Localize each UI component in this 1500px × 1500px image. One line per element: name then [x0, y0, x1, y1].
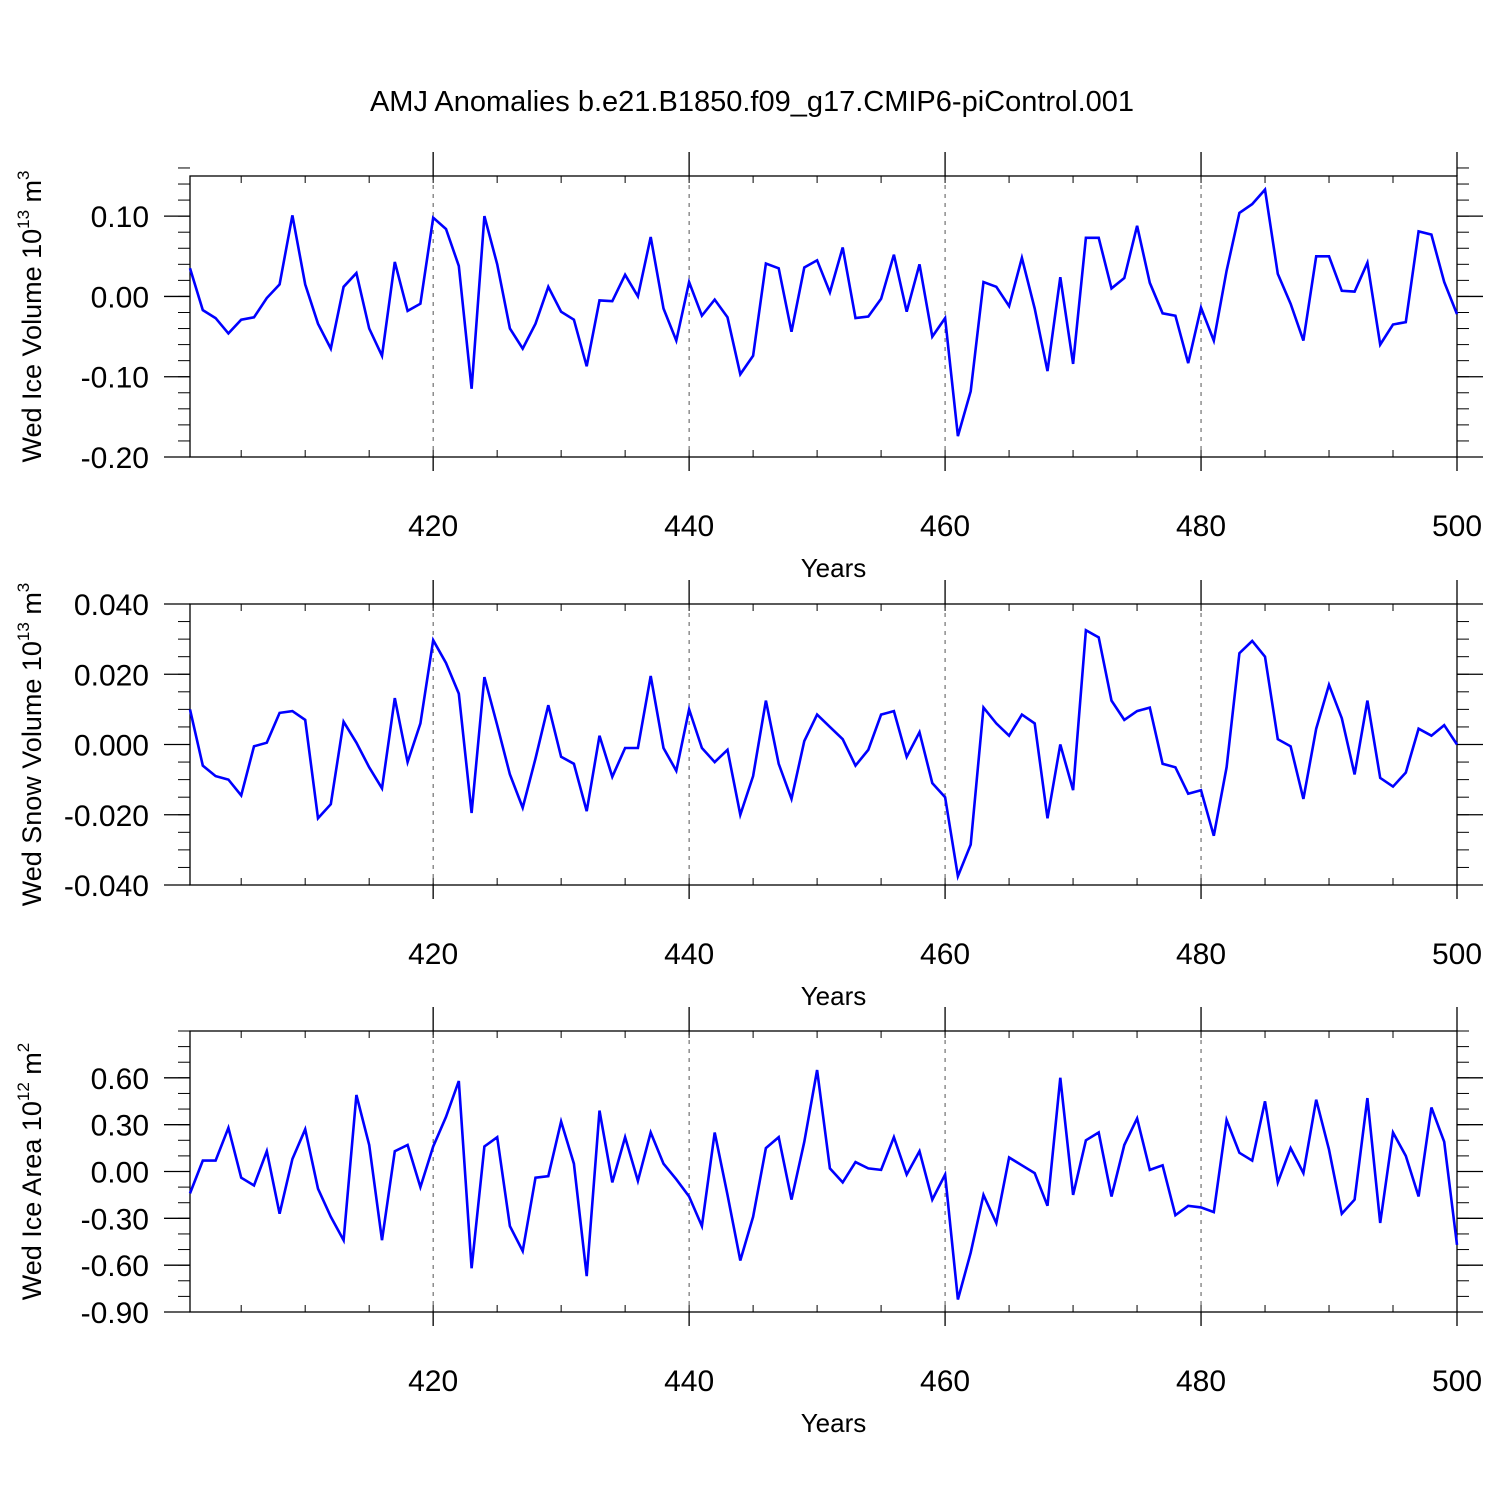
- y-tick-label: 0.00: [91, 1157, 149, 1190]
- x-tick-label: 500: [1432, 1365, 1482, 1398]
- x-tick-label: 460: [920, 938, 970, 971]
- x-tick-label: 480: [1176, 938, 1226, 971]
- x-tick-label: 460: [920, 510, 970, 543]
- plot-frame: [189, 1030, 1458, 1313]
- plot-frame: [189, 175, 1458, 458]
- y-axis-title: Wed Ice Volume 1013 m3: [14, 170, 47, 462]
- panel-wed-ice-volume: 420 440 460 480 500 -0.20 -0.10 0.00 0.10 Years We…: [14, 152, 1483, 583]
- y-tick-label: 0.020: [74, 659, 149, 692]
- x-tick-label: 440: [664, 510, 714, 543]
- y-tick-label: 0.00: [91, 281, 149, 314]
- x-tick-label: 500: [1432, 938, 1482, 971]
- x-tick-label: 480: [1176, 510, 1226, 543]
- x-tick-label: 420: [408, 510, 458, 543]
- y-tick-label: 0.60: [91, 1063, 149, 1096]
- x-axis-title: Years: [801, 981, 867, 1011]
- x-axis-title: Years: [801, 553, 867, 583]
- y-tick-label: 0.040: [74, 589, 149, 622]
- series-line: [188, 628, 1459, 881]
- x-axis-title: Years: [801, 1408, 867, 1438]
- x-tick-label: 500: [1432, 510, 1482, 543]
- series-line: [188, 1069, 1459, 1300]
- y-tick-label: 0.30: [91, 1110, 149, 1143]
- panel-wed-ice-area: 420 440 460 480 500 -0.90 -0.60 -0.30 0.00 0.30 0.…: [14, 1007, 1483, 1438]
- y-tick-label: -0.040: [64, 870, 149, 903]
- x-tick-label: 420: [408, 938, 458, 971]
- y-tick-label: -0.30: [81, 1203, 149, 1236]
- x-tick-label: 440: [664, 938, 714, 971]
- y-tick-label: -0.020: [64, 800, 149, 833]
- series-line: [188, 186, 1459, 437]
- y-tick-label: -0.60: [81, 1250, 149, 1283]
- x-tick-label: 440: [664, 1365, 714, 1398]
- x-tick-label: 480: [1176, 1365, 1226, 1398]
- x-tick-label: 420: [408, 1365, 458, 1398]
- y-tick-label: 0.000: [74, 730, 149, 763]
- panels: 420 440 460 480 500 -0.20 -0.10 0.00 0.10 Years We…: [14, 152, 1483, 1438]
- y-tick-label: -0.90: [81, 1297, 149, 1330]
- x-tick-label: 460: [920, 1365, 970, 1398]
- y-axis-title: Wed Ice Area 1012 m2: [14, 1043, 47, 1301]
- y-tick-label: 0.10: [91, 201, 149, 234]
- y-axis-title: Wed Snow Volume 1013 m3: [14, 583, 47, 907]
- y-tick-label: -0.20: [81, 442, 149, 475]
- y-tick-label: -0.10: [81, 362, 149, 395]
- figure-title: AMJ Anomalies b.e21.B1850.f09_g17.CMIP6-…: [370, 86, 1134, 118]
- panel-wed-snow-volume: 420 440 460 480 500 -0.040 -0.020 0.000 0.020 0.0…: [14, 580, 1483, 1011]
- plot-frame: [189, 603, 1458, 886]
